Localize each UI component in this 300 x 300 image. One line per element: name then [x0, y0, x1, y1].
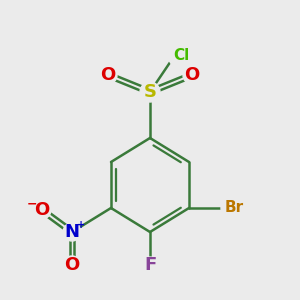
Circle shape	[221, 195, 247, 221]
Text: F: F	[144, 256, 156, 274]
Text: O: O	[184, 66, 200, 84]
Circle shape	[63, 256, 81, 274]
Circle shape	[142, 257, 158, 273]
Text: N: N	[64, 223, 80, 241]
Text: O: O	[64, 256, 80, 274]
Text: S: S	[143, 83, 157, 101]
Text: O: O	[100, 66, 116, 84]
Text: +: +	[77, 220, 85, 230]
Circle shape	[140, 82, 160, 102]
Text: −: −	[27, 197, 37, 211]
Circle shape	[183, 66, 201, 84]
Text: Br: Br	[224, 200, 244, 215]
Circle shape	[168, 42, 194, 68]
Circle shape	[99, 66, 117, 84]
Text: O: O	[34, 201, 50, 219]
Circle shape	[63, 223, 81, 241]
Circle shape	[33, 201, 51, 219]
Text: Cl: Cl	[173, 47, 189, 62]
